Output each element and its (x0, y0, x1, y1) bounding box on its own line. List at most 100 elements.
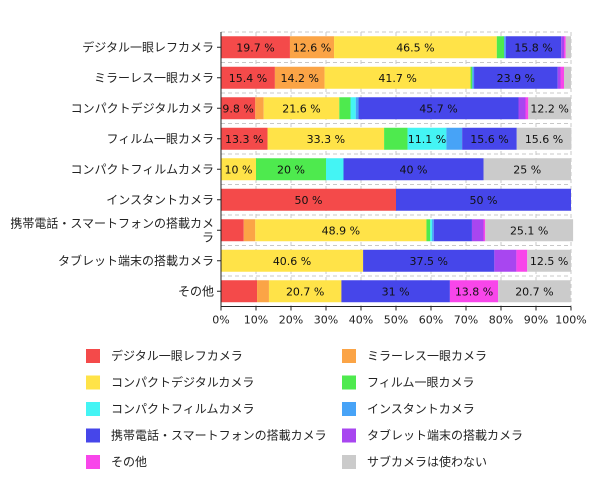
data-label: 9.8 % (222, 102, 253, 115)
bar-segment (221, 280, 258, 303)
x-tick-label: 20% (279, 314, 303, 327)
legend-entry: タブレット端末の搭載カメラ (367, 428, 523, 443)
data-label: 15.6 % (470, 133, 508, 146)
data-label: 13.3 % (225, 133, 263, 146)
bar-segment (432, 219, 434, 242)
data-label: 12.6 % (293, 41, 331, 54)
bar-segment (343, 158, 484, 181)
data-label: 48.9 % (322, 224, 360, 237)
bar-segment (221, 127, 268, 150)
bar-segment (334, 36, 497, 59)
bar-segment (358, 97, 519, 120)
data-label: 14.2 % (281, 72, 319, 85)
legend-swatch (86, 349, 100, 363)
legend-entry: コンパクトデジタルカメラ (111, 375, 254, 390)
bar-segment (221, 66, 275, 89)
data-label: 40 % (400, 163, 428, 176)
bar-segment (326, 158, 344, 181)
x-tick-label: 40% (349, 314, 373, 327)
data-label: 50 % (470, 194, 498, 207)
bar-segment (518, 97, 526, 120)
bar-segment (433, 219, 472, 242)
legend-entry: ミラーレス一眼カメラ (367, 349, 487, 363)
category-label: デジタル一眼レフカメラ (82, 39, 214, 54)
x-tick-label: 30% (314, 314, 338, 327)
legend-entry: デジタル一眼レフカメラ (111, 348, 243, 363)
bar-segment (289, 36, 335, 59)
x-tick-label: 0% (212, 314, 229, 327)
bar-segment (494, 249, 517, 272)
legend-swatch (86, 402, 100, 416)
bar-segment (560, 66, 564, 89)
legend-entry: 携帯電話・スマートフォンの搭載カメラ (111, 428, 327, 443)
data-label: 20.7 % (286, 285, 324, 298)
bar-segment (263, 97, 340, 120)
bar-segment (483, 219, 486, 242)
bar-segment (485, 219, 574, 242)
category-label: 携帯電話・スマートフォンの搭載カメラ (10, 215, 214, 244)
data-label: 31 % (382, 285, 410, 298)
data-label: 23.9 % (497, 72, 535, 85)
bar-segment (221, 219, 244, 242)
data-label: 15.4 % (229, 72, 267, 85)
bar-segment (516, 249, 528, 272)
data-label: 21.6 % (282, 102, 320, 115)
data-label: 10 % (225, 163, 253, 176)
data-label: 46.5 % (396, 41, 434, 54)
data-label: 13.8 % (455, 285, 493, 298)
category-label: コンパクトデジタルカメラ (71, 100, 214, 115)
legend-entry: インスタントカメラ (367, 402, 475, 416)
bar-segment (498, 280, 571, 303)
data-label: 19.7 % (236, 41, 274, 54)
bar-segment (267, 127, 385, 150)
bar-segment (243, 219, 256, 242)
data-label: 20 % (277, 163, 305, 176)
legend-swatch (342, 375, 356, 390)
bar-segment (257, 280, 269, 303)
data-label: 33.3 % (307, 133, 345, 146)
bar-segment (256, 158, 326, 181)
bar-segment (446, 127, 463, 150)
data-label: 40.6 % (273, 255, 311, 268)
bar-segment (472, 66, 475, 89)
bar-segment (255, 97, 264, 120)
data-label: 15.8 % (514, 41, 552, 54)
bar-segment (396, 188, 571, 211)
bar-segment (350, 97, 356, 120)
bar-segment (221, 36, 290, 59)
bar-segment (255, 219, 427, 242)
bar-segment (470, 66, 473, 89)
bar-segment (341, 280, 450, 303)
x-tick-label: 80% (489, 314, 513, 327)
data-label: 11.1 % (408, 133, 446, 146)
x-tick-label: 90% (524, 314, 548, 327)
bar-segment (474, 66, 558, 89)
bar-segment (274, 66, 325, 89)
bar-segment (483, 158, 571, 181)
bar-segment (564, 66, 571, 89)
bar-segment (565, 36, 571, 59)
data-label: 37.5 % (409, 255, 447, 268)
legend-swatch (342, 455, 356, 469)
legend-entry: コンパクトフィルムカメラ (111, 402, 255, 416)
legend-swatch (342, 428, 356, 443)
category-label: タブレット端末の搭載カメラ (58, 253, 214, 268)
data-label: 41.7 % (378, 72, 416, 85)
bar-segment (355, 97, 359, 120)
data-label: 15.6 % (525, 133, 563, 146)
x-tick-label: 10% (244, 314, 268, 327)
legend-swatch (86, 455, 100, 469)
bar-segment (462, 127, 517, 150)
bar-segment (384, 127, 408, 150)
category-label: インスタントカメラ (106, 193, 214, 207)
data-label: 45.7 % (419, 102, 457, 115)
bar-segment (557, 66, 561, 89)
bar-segment (426, 219, 431, 242)
bar-segment (363, 249, 495, 272)
data-label: 20.7 % (515, 285, 553, 298)
bar-segment (496, 36, 505, 59)
legend-entry: フィルム一眼カメラ (367, 376, 475, 390)
bar-segment (561, 36, 564, 59)
